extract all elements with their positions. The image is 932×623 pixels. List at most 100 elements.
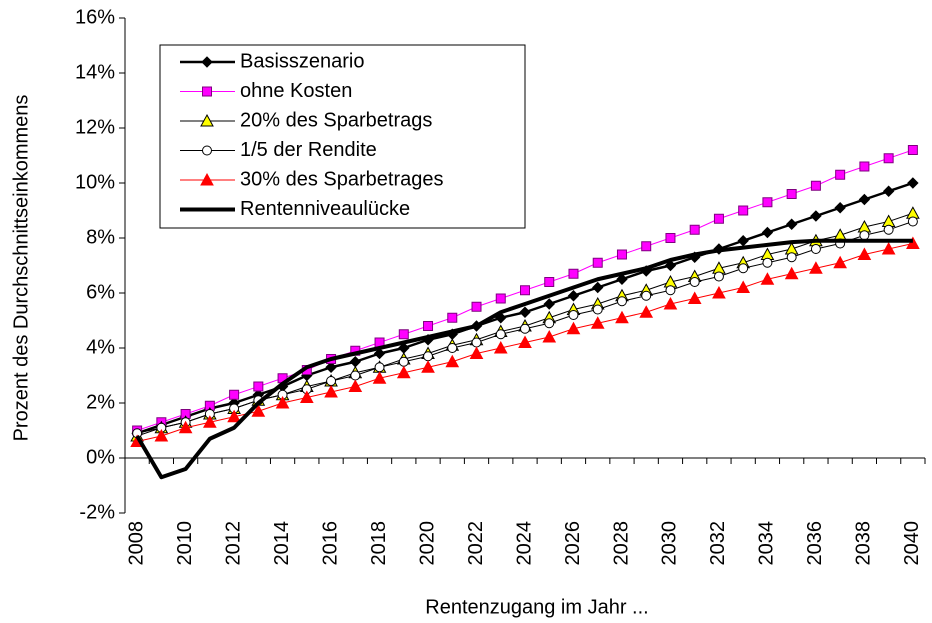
x-tick-label: 2028 [610, 521, 632, 566]
point [445, 354, 460, 368]
x-axis-label: Rentenzugang im Jahr ... [425, 596, 648, 618]
point [664, 259, 677, 272]
point [834, 202, 846, 214]
x-tick-label: 2032 [707, 521, 729, 566]
legend-label: Rentenniveaulücke [240, 198, 410, 220]
point [520, 285, 530, 296]
y-tick-label: 0% [86, 446, 115, 468]
x-tick-label: 2040 [901, 521, 923, 566]
point [203, 415, 217, 428]
point [882, 185, 895, 197]
point [738, 205, 749, 216]
point [372, 371, 387, 384]
point [398, 356, 409, 367]
point [883, 153, 894, 164]
point [518, 335, 532, 348]
point [737, 235, 749, 247]
point [568, 268, 579, 279]
point [859, 161, 870, 172]
y-tick-label: -2% [79, 501, 115, 523]
point [275, 395, 290, 409]
x-tick-label: 2016 [319, 521, 341, 566]
x-tick-label: 2018 [368, 521, 390, 566]
point [543, 298, 555, 310]
x-tick-label: 2014 [271, 521, 293, 566]
point [641, 290, 652, 301]
point [590, 316, 605, 329]
legend-marker [202, 145, 212, 156]
point [907, 177, 919, 189]
point [713, 213, 724, 224]
point [712, 285, 726, 299]
legend-marker [201, 56, 213, 68]
point [423, 351, 434, 362]
point [520, 323, 530, 334]
point [665, 233, 676, 243]
point [447, 343, 458, 353]
point [592, 257, 603, 268]
x-tick-label: 2038 [853, 521, 875, 566]
point [616, 273, 628, 285]
point [568, 310, 579, 320]
point [349, 356, 362, 368]
point [567, 290, 580, 302]
x-tick-label: 2026 [562, 521, 584, 566]
point [471, 301, 482, 312]
point [154, 428, 169, 442]
point [350, 370, 361, 381]
point [592, 281, 604, 294]
point [906, 236, 920, 249]
point [786, 252, 797, 263]
series [130, 236, 920, 447]
point [253, 381, 264, 392]
point [784, 266, 799, 280]
legend: Basisszenario ohne Kosten 20% des Sparbetr… [159, 44, 526, 229]
point [616, 296, 627, 307]
legend-label: 1/5 der Rendite [240, 139, 377, 161]
point [736, 280, 751, 293]
legend-marker [200, 113, 214, 127]
point [859, 230, 870, 241]
legend-marker [202, 86, 212, 97]
point [689, 277, 700, 287]
x-tick-label: 2024 [513, 521, 535, 566]
legend-label: Basisszenario [240, 50, 365, 72]
point [373, 347, 386, 360]
point [326, 376, 337, 386]
y-tick-label: 8% [86, 226, 115, 248]
point [299, 390, 314, 403]
x-tick-label: 2012 [222, 521, 244, 566]
point [495, 329, 506, 340]
point [616, 249, 627, 260]
point [447, 312, 458, 323]
y-tick-label: 6% [86, 281, 115, 303]
point [324, 384, 338, 398]
x-tick-label: 2030 [659, 521, 681, 566]
point [689, 224, 700, 235]
point [786, 189, 797, 199]
point [907, 145, 918, 155]
point [544, 277, 555, 287]
legend-box [159, 44, 526, 229]
point [881, 241, 896, 255]
point [542, 329, 557, 343]
point [857, 247, 872, 260]
point [663, 296, 678, 310]
point [495, 293, 506, 304]
point [396, 365, 411, 379]
legend-label: ohne Kosten [240, 80, 352, 102]
point [762, 257, 773, 268]
x-tick-label: 2034 [756, 521, 778, 566]
y-tick-label: 14% [75, 61, 115, 83]
legend-label: 30% des Sparbetrages [240, 168, 443, 190]
point [858, 193, 871, 206]
point [761, 226, 774, 239]
point [251, 404, 266, 417]
point [641, 241, 652, 252]
point [738, 263, 749, 274]
point [348, 379, 363, 392]
y-axis-label: Prozent des Durchschnittseinkommens [10, 95, 32, 442]
point [713, 271, 724, 282]
point [374, 362, 385, 373]
